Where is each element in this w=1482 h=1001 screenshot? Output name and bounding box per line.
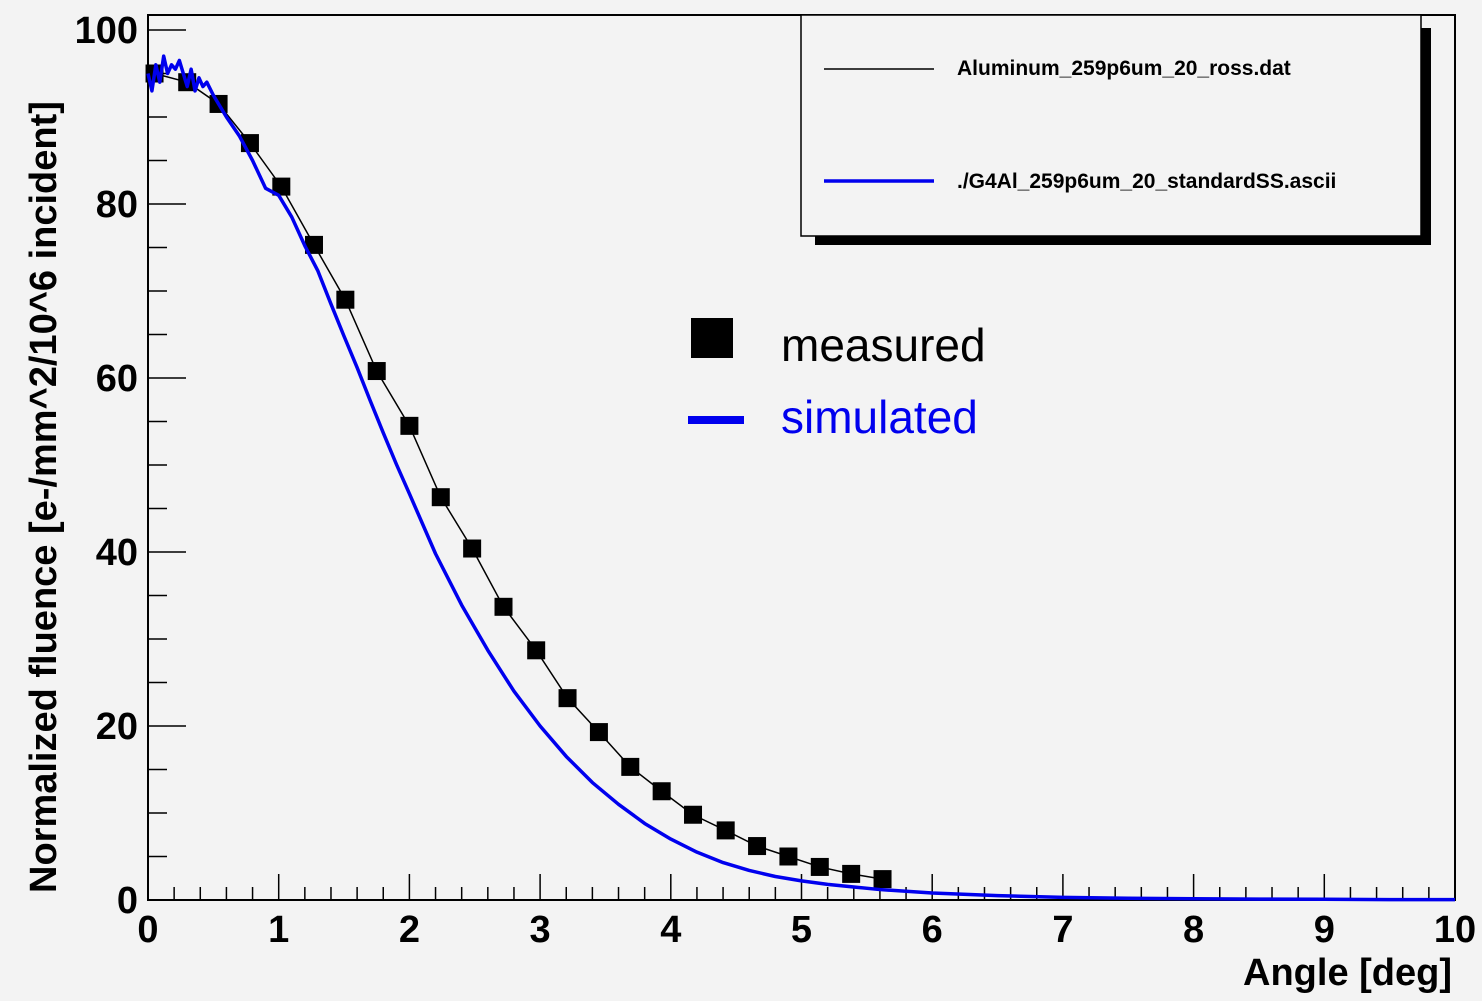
measured-point: [621, 757, 640, 776]
x-tick-label: 4: [660, 909, 681, 951]
measured-point: [652, 782, 671, 801]
measured-point: [810, 857, 829, 876]
x-tick-label: 9: [1314, 909, 1335, 951]
measured-point: [748, 837, 767, 856]
x-tick-label: 8: [1183, 909, 1204, 951]
measured-point: [336, 290, 355, 309]
measured-point: [367, 362, 386, 381]
x-tick-labels: 0 1 2 3 4 5 6 7 8 9 10: [137, 909, 1476, 951]
measured-point: [400, 416, 419, 435]
annotation-measured: measured: [781, 319, 986, 371]
x-tick-label: 0: [137, 909, 158, 951]
measured-point: [842, 864, 861, 883]
x-tick-label: 3: [530, 909, 551, 951]
simulated-line: [146, 54, 1456, 902]
measured-point: [779, 847, 798, 866]
measured-point: [431, 488, 450, 507]
x-axis-title: Angle [deg]: [1243, 952, 1452, 994]
x-tick-label: 2: [399, 909, 420, 951]
x-tick-label: 10: [1434, 909, 1476, 951]
annotation-square-marker: [691, 318, 733, 358]
y-tick-label: 0: [117, 880, 138, 922]
legend-label-measured: Aluminum_259p6um_20_ross.dat: [957, 57, 1291, 80]
legend-box: [800, 14, 1422, 237]
annotation-line-marker: [688, 416, 744, 424]
annotation-simulated: simulated: [781, 391, 978, 443]
measured-point: [463, 539, 482, 558]
measured-point: [558, 689, 577, 708]
measured-point: [873, 870, 892, 889]
measured-point: [589, 723, 608, 742]
measured-point: [527, 641, 546, 660]
measured-point: [684, 805, 703, 824]
y-tick-label: 60: [96, 358, 138, 400]
x-tick-label: 6: [922, 909, 943, 951]
measured-point: [272, 177, 291, 196]
y-tick-label: 40: [96, 532, 138, 574]
x-tick-label: 5: [791, 909, 812, 951]
legend-label-simulated: ./G4Al_259p6um_20_standardSS.ascii: [957, 170, 1336, 193]
y-tick-label: 20: [96, 706, 138, 748]
measured-point: [494, 597, 513, 616]
y-tick-labels: 0 20 40 60 80 100: [75, 10, 138, 922]
x-tick-label: 1: [268, 909, 289, 951]
y-axis-title: Normalized fluence [e-/mm^2/10^6 inciden…: [23, 101, 65, 893]
y-tick-label: 80: [96, 184, 138, 226]
x-tick-label: 7: [1052, 909, 1073, 951]
series-layer: [145, 54, 1456, 902]
measured-point: [716, 821, 735, 840]
measured-point: [304, 235, 323, 254]
y-tick-label: 100: [75, 10, 138, 52]
